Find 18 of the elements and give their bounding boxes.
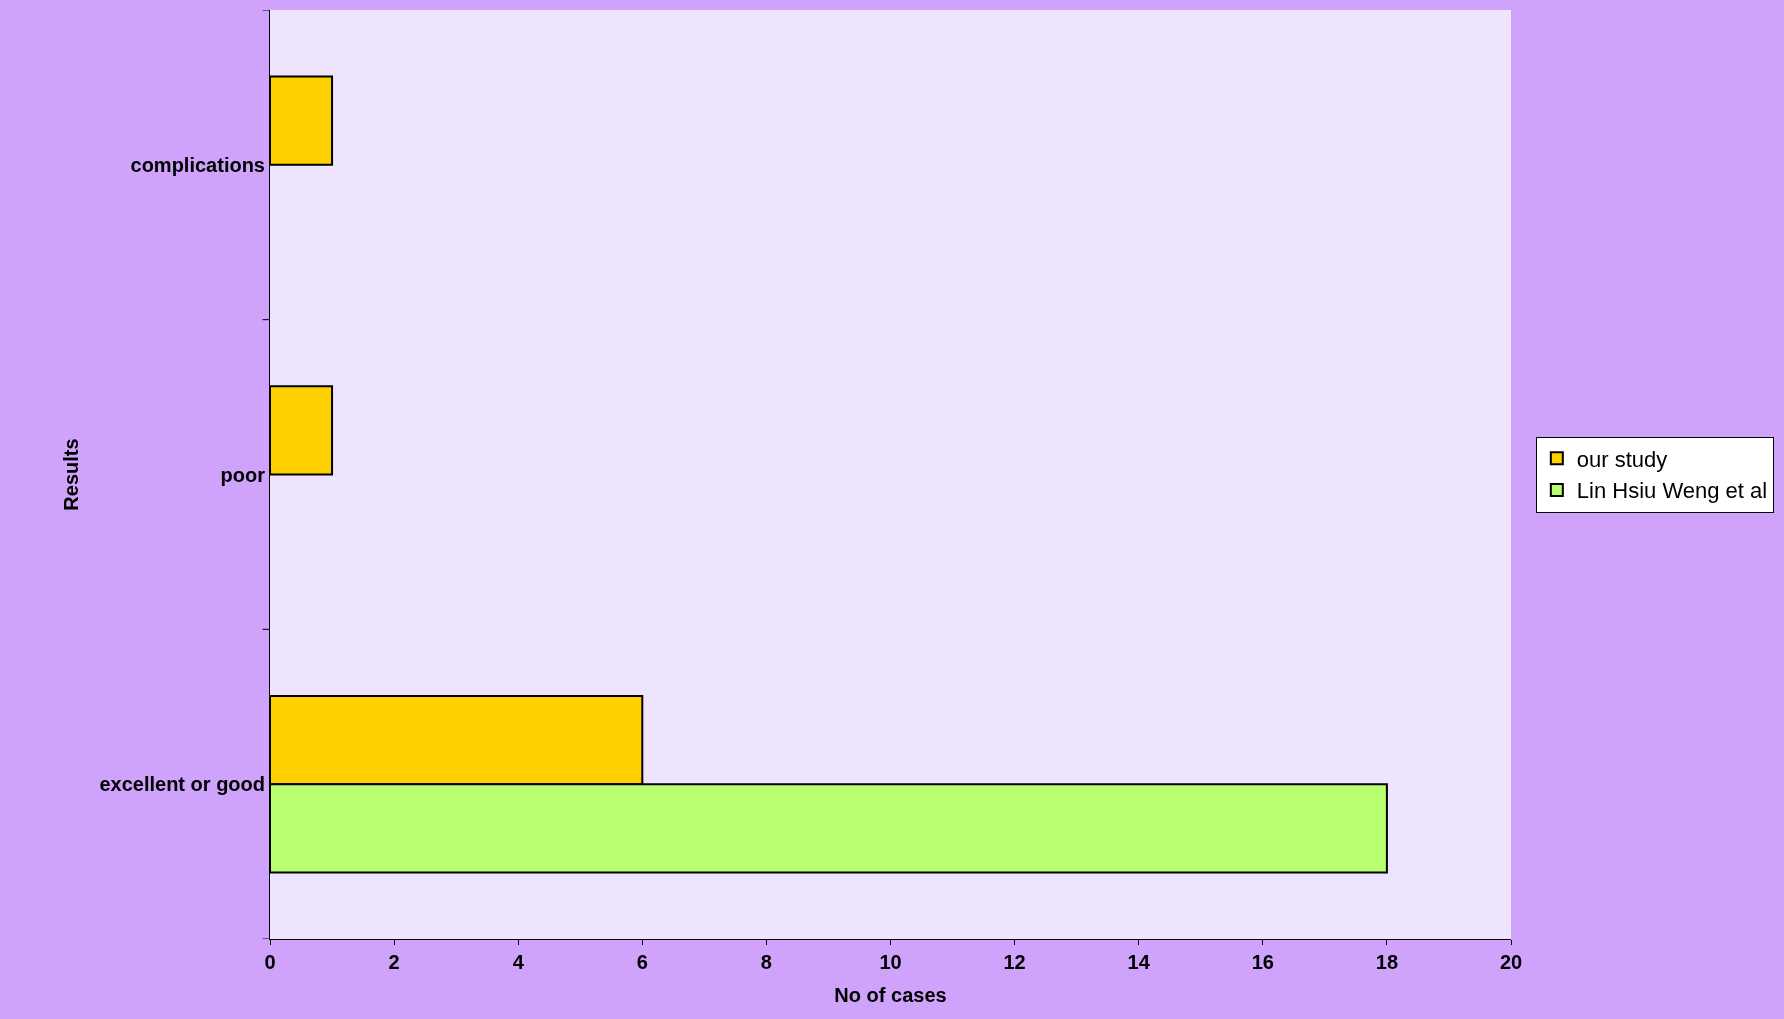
x-tick-label: 10 [879,951,902,973]
x-tick-label: 2 [388,951,400,973]
y-tick-label: excellent or good [99,773,265,796]
x-tick-label: 14 [1127,951,1151,973]
legend-label: Lin Hsiu Weng et al [1576,478,1768,504]
x-tick-label: 4 [512,951,525,973]
legend-label: our study [1576,446,1668,472]
x-tick-label: 16 [1251,951,1274,973]
x-axis-title: No of cases [834,983,947,1006]
x-tick-label: 0 [264,951,276,973]
x-tick-label: 6 [636,951,648,973]
y-tick-label: complications [130,153,265,176]
y-tick-label: poor [220,463,266,486]
x-tick-label: 18 [1375,951,1399,973]
y-axis-title: Results [59,438,82,511]
x-tick-label: 12 [1003,951,1026,973]
x-tick-label: 8 [760,951,772,973]
x-tick-label: 20 [1499,951,1523,973]
